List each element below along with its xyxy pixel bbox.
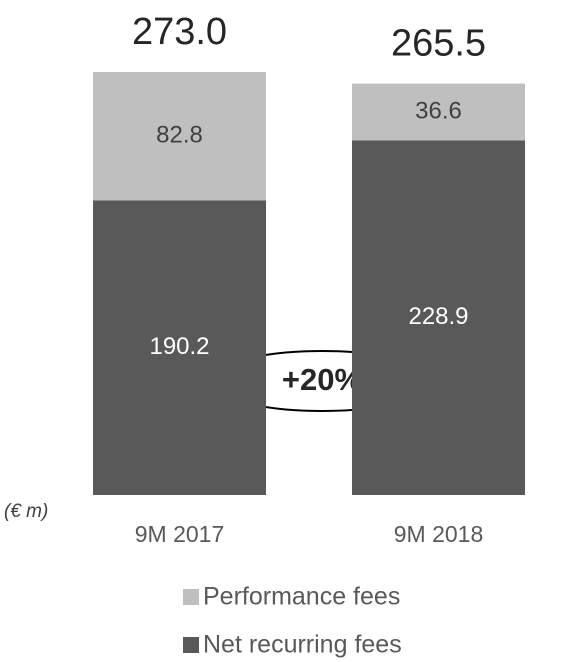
value-label: 36.6	[415, 97, 462, 124]
legend-label: Net recurring fees	[203, 631, 402, 659]
bar-segment	[352, 83, 525, 141]
value-label: 228.9	[408, 303, 468, 330]
legend-swatch	[183, 637, 199, 653]
legend-swatch	[183, 589, 199, 605]
total-label: 273.0	[132, 11, 227, 53]
category-label: 9M 2018	[394, 521, 484, 547]
total-label: 265.5	[391, 23, 486, 65]
value-label: 82.8	[156, 121, 203, 148]
category-label: 9M 2017	[135, 521, 225, 547]
legend-label: Performance fees	[203, 583, 400, 611]
unit-label: (€ m)	[4, 501, 48, 522]
bar-segment	[93, 200, 266, 496]
annotation: +20%	[282, 362, 362, 397]
bar-segment	[352, 140, 525, 496]
bar-segment	[93, 72, 266, 201]
value-label: 190.2	[149, 333, 209, 360]
